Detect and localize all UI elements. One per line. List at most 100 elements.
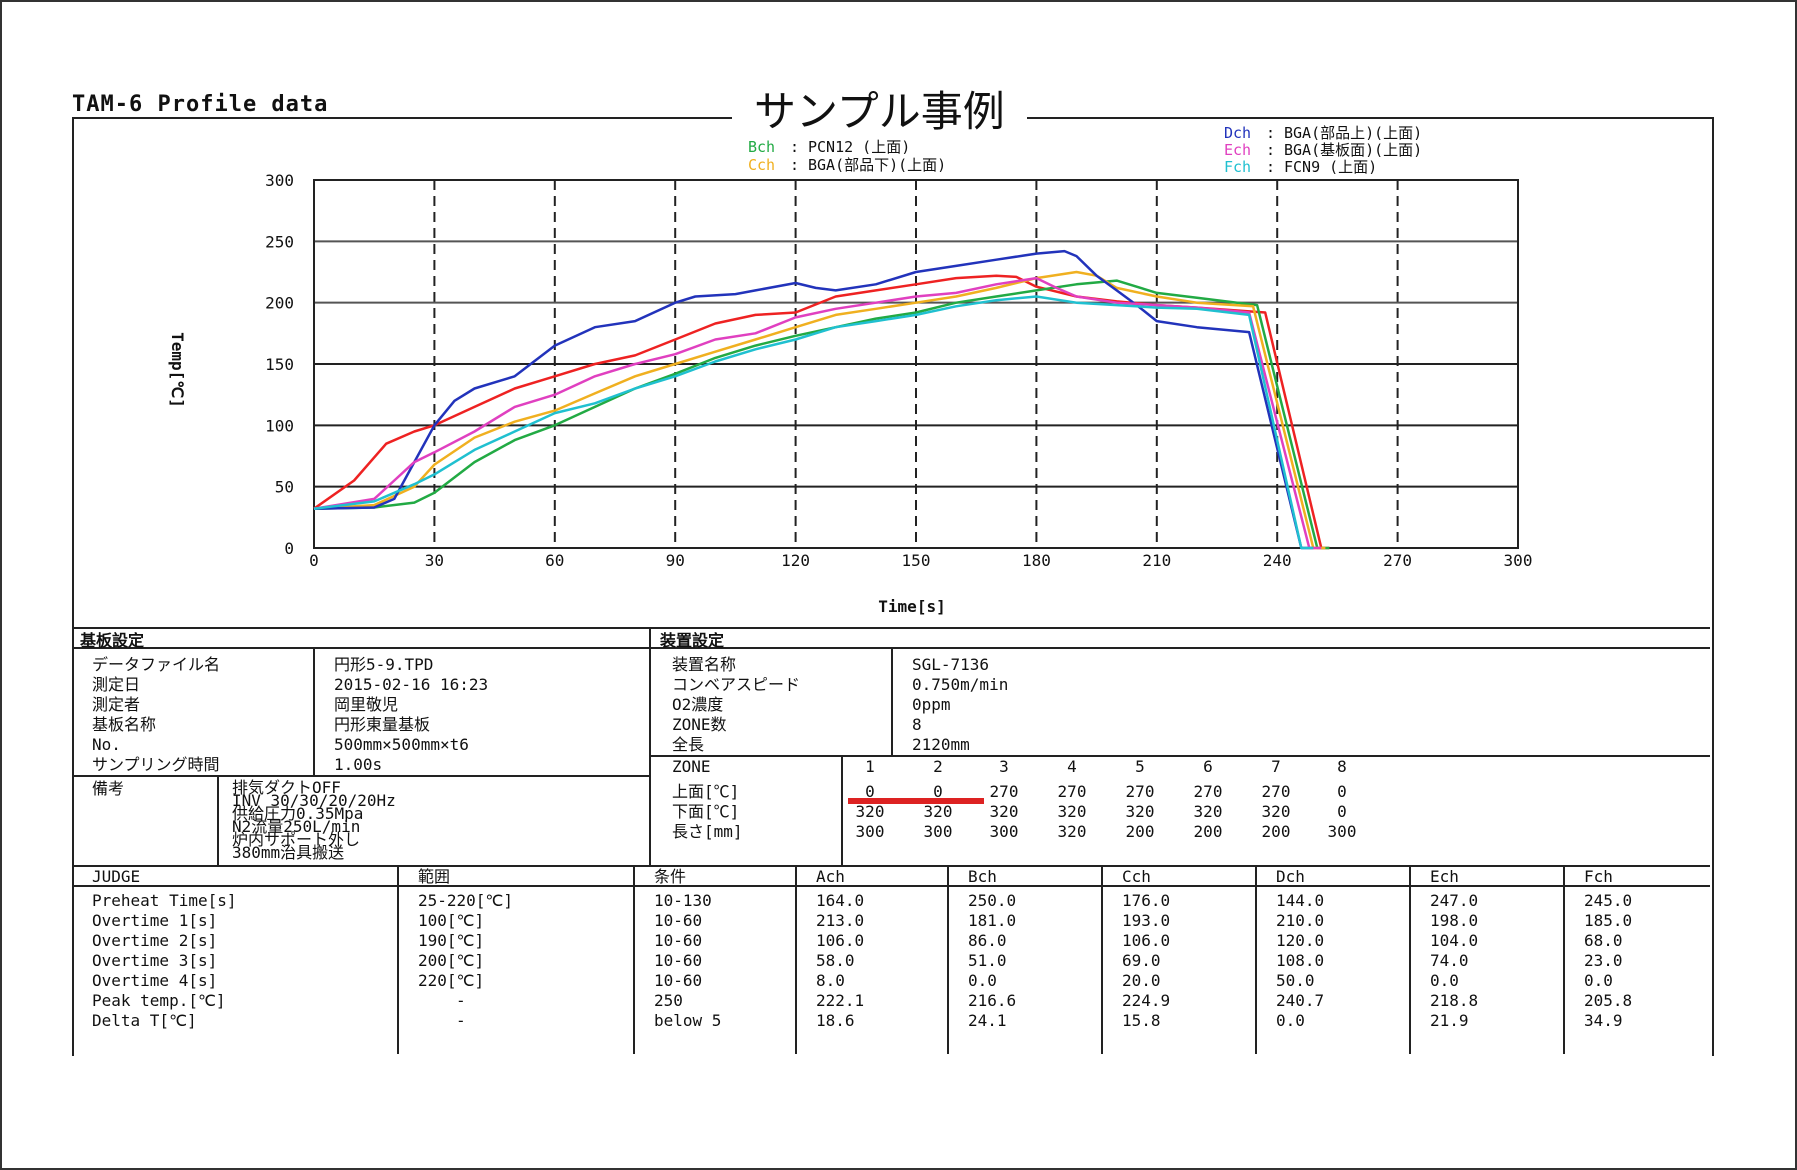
- remarks-label: 備考: [92, 779, 124, 798]
- zone-value: 270: [1126, 782, 1155, 801]
- x-tick-label: 240: [1263, 551, 1292, 570]
- remark-line: 供給圧力0.35Mpa: [232, 804, 363, 823]
- zone-row-label: 上面[℃]: [672, 782, 739, 801]
- zone-label: ZONE: [672, 757, 711, 776]
- sample-title: サンプル事例: [732, 78, 1027, 139]
- kiban-value: 2015-02-16 16:23: [334, 675, 488, 694]
- judge-cell: 68.0: [1584, 931, 1623, 950]
- y-tick-label: 200: [265, 294, 294, 313]
- zone-value: 320: [1058, 802, 1087, 821]
- souchi-label: ZONE数: [672, 715, 727, 734]
- kiban-label: 測定日: [92, 675, 140, 694]
- judge-cell: Overtime 3[s]: [92, 951, 217, 970]
- judge-header: 範囲: [418, 867, 450, 886]
- zone-value: 320: [990, 802, 1019, 821]
- souchi-value: SGL-7136: [912, 655, 989, 674]
- legend-desc: :: [1266, 141, 1275, 159]
- zone-number: 4: [1067, 757, 1077, 776]
- judge-cell: 216.6: [968, 991, 1016, 1010]
- zone-value: 320: [1194, 802, 1223, 821]
- judge-cell: 240.7: [1276, 991, 1324, 1010]
- x-tick-label: 120: [781, 551, 810, 570]
- zone-number: 3: [999, 757, 1009, 776]
- souchi-label: 装置名称: [672, 655, 736, 674]
- zone-value: 270: [1194, 782, 1223, 801]
- judge-cell: 247.0: [1430, 891, 1478, 910]
- legend-description: BGA(部品下)(上面): [808, 156, 946, 174]
- souchi-label: O2濃度: [672, 695, 723, 714]
- kiban-value: 500mm×500mm×t6: [334, 735, 469, 754]
- judge-cell: 185.0: [1584, 911, 1632, 930]
- judge-cell: Overtime 4[s]: [92, 971, 217, 990]
- zone-number: 8: [1337, 757, 1347, 776]
- judge-cell: Overtime 2[s]: [92, 931, 217, 950]
- remark-line: INV 30/30/20/20Hz: [232, 791, 396, 810]
- judge-cell: 100[℃]: [418, 911, 484, 930]
- y-tick-label: 150: [265, 355, 294, 374]
- zone-row-label: 長さ[mm]: [672, 822, 743, 841]
- zone-number: 5: [1135, 757, 1145, 776]
- y-tick-label: 0: [284, 539, 294, 558]
- judge-cell: 218.8: [1430, 991, 1478, 1010]
- souchi-value: 8: [912, 715, 922, 734]
- judge-cell: 144.0: [1276, 891, 1324, 910]
- judge-header: Cch: [1122, 867, 1151, 886]
- zone-value: 320: [1058, 822, 1087, 841]
- zone-value: 0: [1337, 782, 1347, 801]
- remark-line: 排気ダクトOFF: [232, 778, 341, 797]
- zone-value: 300: [1328, 822, 1357, 841]
- judge-cell: 220[℃]: [418, 971, 484, 990]
- legend-desc: :: [1266, 124, 1275, 142]
- judge-cell: 58.0: [816, 951, 855, 970]
- judge-cell: 10-60: [654, 971, 702, 990]
- judge-cell: 181.0: [968, 911, 1016, 930]
- judge-header: Ech: [1430, 867, 1459, 886]
- judge-cell: 213.0: [816, 911, 864, 930]
- kiban-value: 円形5-9.TPD: [334, 655, 433, 674]
- legend-description: BGA(部品上)(上面): [1284, 124, 1422, 142]
- kiban-label: データファイル名: [92, 655, 220, 674]
- judge-cell: 34.9: [1584, 1011, 1623, 1030]
- judge-cell: 0.0: [1276, 1011, 1305, 1030]
- legend-channel-cch: Cch: [748, 156, 775, 174]
- zone-value: 0: [933, 782, 943, 801]
- series-line-bch: [313, 279, 1330, 550]
- judge-header: Bch: [968, 867, 997, 886]
- zone-value: 270: [1262, 782, 1291, 801]
- judge-cell: 0.0: [1584, 971, 1613, 990]
- zone-value: 200: [1194, 822, 1223, 841]
- y-tick-label: 100: [265, 416, 294, 435]
- legend-channel-fch: Fch: [1224, 158, 1251, 176]
- legend-description: FCN9 (上面): [1284, 158, 1377, 176]
- zone-value: 300: [924, 822, 953, 841]
- plot-area-border: [313, 179, 1519, 549]
- kiban-heading: 基板設定: [79, 631, 144, 650]
- legend-description: BGA(基板面)(上面): [1284, 141, 1422, 159]
- judge-header: JUDGE: [92, 867, 140, 886]
- series-line-cch: [313, 270, 1326, 550]
- y-tick-label: 250: [265, 232, 294, 251]
- judge-cell: 222.1: [816, 991, 864, 1010]
- judge-cell: 198.0: [1430, 911, 1478, 930]
- series-line-dch: [313, 249, 1314, 550]
- x-tick-label: 0: [309, 551, 319, 570]
- kiban-value: 1.00s: [334, 755, 382, 774]
- kiban-label: No.: [92, 735, 121, 754]
- remark-line: N2流量250L/min: [232, 817, 360, 836]
- judge-cell: 20.0: [1122, 971, 1161, 990]
- zone-value: 320: [1126, 802, 1155, 821]
- judge-cell: 51.0: [968, 951, 1007, 970]
- judge-cell: 245.0: [1584, 891, 1632, 910]
- judge-cell: 86.0: [968, 931, 1007, 950]
- judge-cell: 10-130: [654, 891, 712, 910]
- souchi-label: コンベアスピード: [672, 675, 800, 694]
- zone-value: 200: [1126, 822, 1155, 841]
- judge-cell: Overtime 1[s]: [92, 911, 217, 930]
- zone-value: 300: [990, 822, 1019, 841]
- judge-cell: 205.8: [1584, 991, 1632, 1010]
- legend-desc: :: [790, 156, 799, 174]
- chart-legend: Bch: PCN12 (上面) Cch: BGA(部品下)(上面) Dch: BGA(部品…: [748, 124, 1422, 176]
- judge-cell: 10-60: [654, 951, 702, 970]
- legend-desc: :: [790, 138, 799, 156]
